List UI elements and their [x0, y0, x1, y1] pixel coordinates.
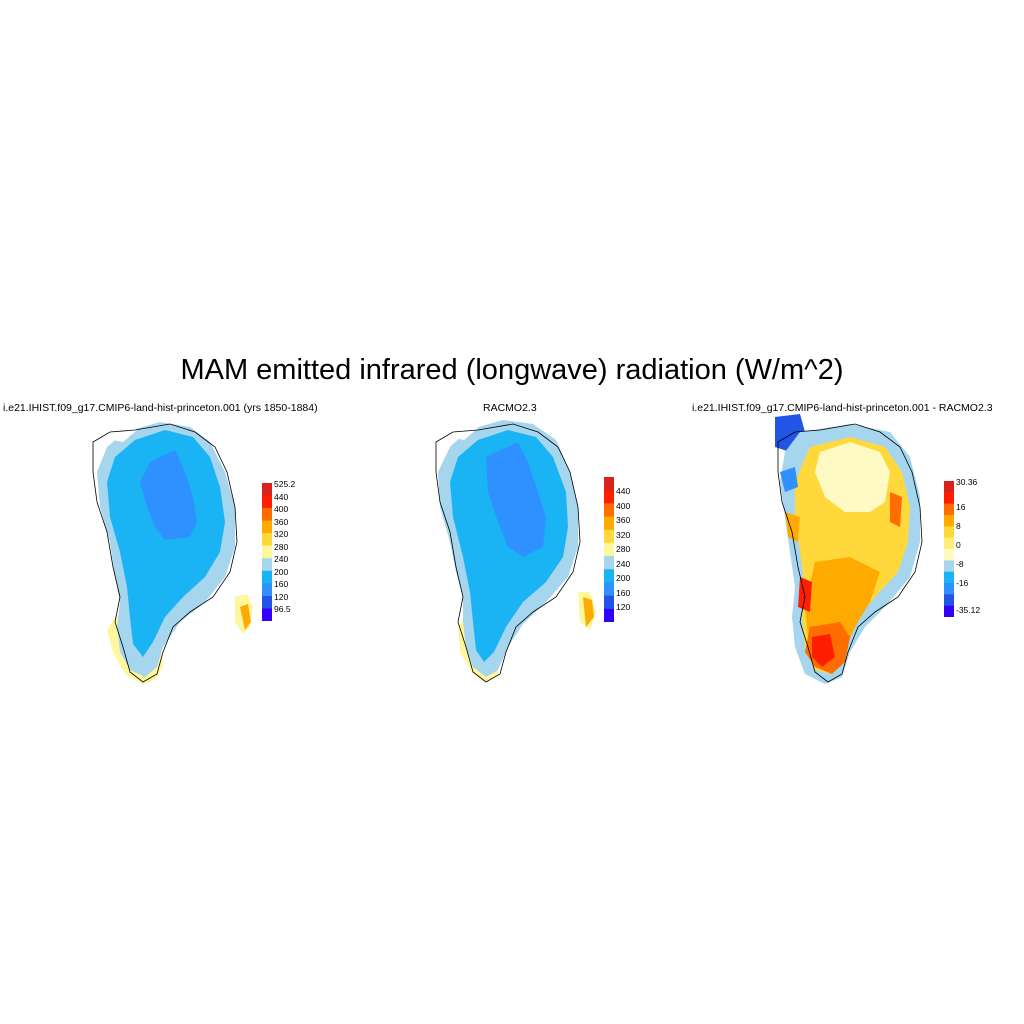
- colorbar-swatch: [944, 583, 954, 595]
- cb2-label: 200: [616, 573, 631, 583]
- colorbar-swatch: [604, 516, 614, 531]
- colorbar-swatch: [604, 542, 614, 557]
- colorbar-swatch: [262, 583, 272, 597]
- cb3-label: -8: [956, 559, 964, 569]
- cb3-label: 0: [956, 540, 961, 550]
- colorbar-swatch: [944, 526, 954, 539]
- panel-2-title: RACMO2.3: [483, 402, 537, 414]
- cb1-label: 160: [274, 579, 289, 589]
- cb2-label: 400: [616, 500, 631, 511]
- cb1-label: 440: [274, 491, 289, 502]
- panel-3-colorbar: 30.36 16 8 0 -8 -16 -35.12: [944, 477, 980, 617]
- colorbar-swatch: [262, 483, 272, 497]
- panel-3-title: i.e21.IHIST.f09_g17.CMIP6-land-hist-prin…: [692, 402, 993, 414]
- panel-3-map: [775, 414, 923, 684]
- panel-1-colorbar: 525.2 440 400 360 320 280 240 200 160 12…: [262, 479, 295, 621]
- cb1-label: 400: [274, 504, 289, 514]
- cb1-label: 240: [274, 554, 289, 564]
- colorbar-swatch: [604, 556, 614, 570]
- cb2-label: 120: [616, 602, 631, 612]
- cb3-label: 30.36: [956, 477, 978, 487]
- colorbar-swatch: [944, 571, 954, 584]
- cb2-label: 240: [616, 558, 631, 569]
- panel-2-colorbar-swatches: [604, 477, 614, 622]
- cb2-label: 280: [616, 544, 631, 554]
- colorbar-swatch: [604, 582, 614, 597]
- colorbar-swatch: [262, 558, 272, 572]
- cb2-label: 320: [616, 529, 631, 540]
- colorbar-swatch: [262, 608, 272, 621]
- colorbar-swatch: [944, 481, 954, 493]
- colorbar-swatch: [262, 595, 272, 609]
- colorbar-swatch: [604, 595, 614, 610]
- panel-2-map: [435, 418, 596, 683]
- colorbar-swatch: [944, 503, 954, 516]
- cb2-label: 440: [616, 486, 631, 496]
- colorbar-swatch: [604, 490, 614, 504]
- figure-title: MAM emitted infrared (longwave) radiatio…: [180, 354, 844, 386]
- panel-1-title: i.e21.IHIST.f09_g17.CMIP6-land-hist-prin…: [3, 402, 318, 414]
- cb3-label: 8: [956, 521, 961, 531]
- panel-1-colorbar-swatches: [262, 483, 272, 621]
- cb1-label: 280: [274, 541, 289, 552]
- colorbar-swatch: [944, 537, 954, 550]
- colorbar-swatch: [262, 533, 272, 547]
- colorbar-swatch: [944, 594, 954, 607]
- cb1-label: 96.5: [274, 604, 291, 614]
- colorbar-swatch: [604, 477, 614, 491]
- cb3-label: 16: [956, 502, 966, 512]
- colorbar-swatch: [604, 608, 614, 622]
- colorbar-swatch: [262, 520, 272, 534]
- cb3-label: -16: [956, 578, 969, 588]
- panel-3-colorbar-swatches: [944, 481, 954, 617]
- colorbar-swatch: [944, 549, 954, 561]
- colorbar-swatch: [944, 605, 954, 617]
- colorbar-swatch: [604, 529, 614, 544]
- colorbar-swatch: [262, 570, 272, 584]
- cb2-label: 360: [616, 515, 631, 525]
- colorbar-swatch: [604, 569, 614, 583]
- colorbar-swatch: [944, 492, 954, 505]
- cb1-label: 200: [274, 566, 289, 577]
- colorbar-swatch: [262, 495, 272, 509]
- cb3-label: -35.12: [956, 605, 981, 615]
- panel-2-colorbar: 440 400 360 320 280 240 200 160 120: [604, 477, 630, 622]
- cb1-label: 360: [274, 516, 289, 527]
- colorbar-swatch: [944, 515, 954, 527]
- cb1-label: 320: [274, 529, 289, 539]
- colorbar-swatch: [944, 560, 954, 573]
- colorbar-swatch: [262, 508, 272, 522]
- colorbar-swatch: [262, 545, 272, 559]
- panel-1-map: [92, 420, 253, 684]
- cb1-label: 525.2: [274, 479, 296, 489]
- cb1-label: 120: [274, 591, 289, 602]
- colorbar-swatch: [604, 503, 614, 518]
- cb2-label: 160: [616, 587, 631, 598]
